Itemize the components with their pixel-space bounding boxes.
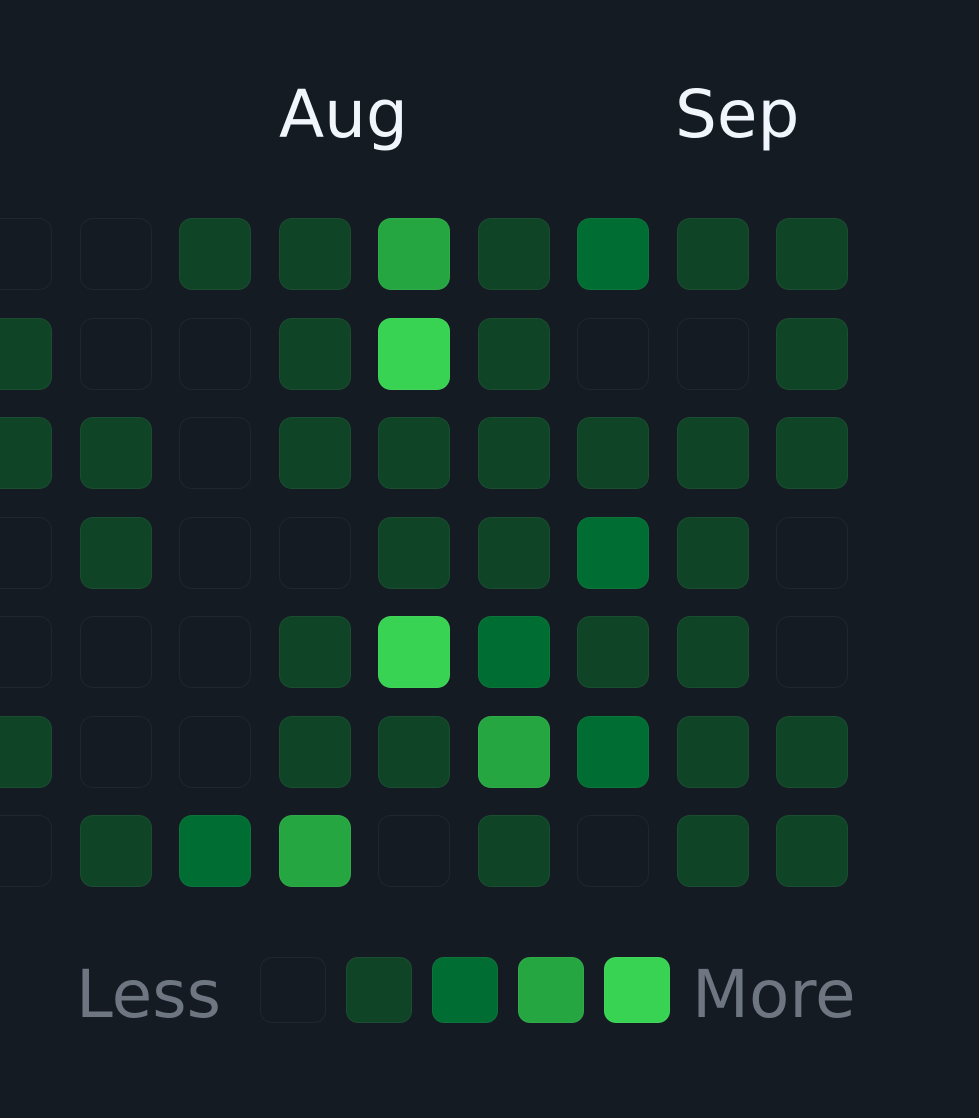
legend-swatch-level-2: [432, 957, 498, 1023]
contribution-cell[interactable]: [677, 318, 749, 390]
contribution-cell[interactable]: [279, 318, 351, 390]
month-label-sep: Sep: [675, 76, 800, 153]
contribution-cell[interactable]: [279, 417, 351, 489]
contribution-cell[interactable]: [677, 815, 749, 887]
contribution-cell[interactable]: [577, 218, 649, 290]
contribution-cell[interactable]: [776, 616, 848, 688]
legend-swatch-level-1: [346, 957, 412, 1023]
contribution-cell[interactable]: [80, 815, 152, 887]
contribution-cell[interactable]: [776, 218, 848, 290]
contribution-cell[interactable]: [179, 417, 251, 489]
contribution-cell[interactable]: [776, 815, 848, 887]
contribution-cell[interactable]: [80, 517, 152, 589]
contribution-cell[interactable]: [478, 616, 550, 688]
legend-swatch-level-3: [518, 957, 584, 1023]
contribution-cell[interactable]: [0, 417, 52, 489]
contribution-cell[interactable]: [279, 716, 351, 788]
contribution-cell[interactable]: [0, 815, 52, 887]
contribution-cell[interactable]: [478, 417, 550, 489]
contribution-cell[interactable]: [776, 517, 848, 589]
contribution-cell[interactable]: [776, 318, 848, 390]
contribution-cell[interactable]: [577, 417, 649, 489]
contribution-cell[interactable]: [577, 318, 649, 390]
contribution-cell[interactable]: [0, 716, 52, 788]
contribution-cell[interactable]: [80, 318, 152, 390]
legend-swatch-level-4: [604, 957, 670, 1023]
contribution-cell[interactable]: [179, 616, 251, 688]
contribution-cell[interactable]: [80, 218, 152, 290]
contribution-cell[interactable]: [80, 417, 152, 489]
contribution-cell[interactable]: [179, 716, 251, 788]
contribution-cell[interactable]: [279, 218, 351, 290]
contribution-cell[interactable]: [0, 318, 52, 390]
contribution-cell[interactable]: [378, 218, 450, 290]
contribution-grid: [0, 218, 848, 888]
contribution-cell[interactable]: [378, 716, 450, 788]
contribution-cell[interactable]: [179, 517, 251, 589]
contribution-cell[interactable]: [478, 318, 550, 390]
contribution-cell[interactable]: [279, 815, 351, 887]
contribution-cell[interactable]: [478, 716, 550, 788]
contribution-cell[interactable]: [776, 716, 848, 788]
contribution-cell[interactable]: [677, 716, 749, 788]
contribution-cell[interactable]: [677, 517, 749, 589]
contribution-cell[interactable]: [378, 318, 450, 390]
legend-swatch-level-0: [260, 957, 326, 1023]
contribution-cell[interactable]: [378, 517, 450, 589]
contribution-cell[interactable]: [0, 616, 52, 688]
contribution-cell[interactable]: [677, 218, 749, 290]
contribution-cell[interactable]: [179, 815, 251, 887]
contribution-cell[interactable]: [80, 616, 152, 688]
contribution-cell[interactable]: [378, 815, 450, 887]
contribution-cell[interactable]: [577, 716, 649, 788]
contribution-cell[interactable]: [0, 218, 52, 290]
contribution-cell[interactable]: [577, 517, 649, 589]
legend-less-label: Less: [76, 956, 221, 1033]
legend-more-label: More: [692, 956, 856, 1033]
contribution-cell[interactable]: [279, 517, 351, 589]
contribution-cell[interactable]: [179, 218, 251, 290]
contribution-cell[interactable]: [0, 517, 52, 589]
contribution-cell[interactable]: [478, 517, 550, 589]
contribution-cell[interactable]: [80, 716, 152, 788]
contribution-cell[interactable]: [179, 318, 251, 390]
contribution-cell[interactable]: [776, 417, 848, 489]
contribution-cell[interactable]: [478, 815, 550, 887]
contribution-cell[interactable]: [677, 417, 749, 489]
month-label-aug: Aug: [279, 76, 408, 153]
contribution-cell[interactable]: [279, 616, 351, 688]
contribution-cell[interactable]: [378, 417, 450, 489]
contribution-cell[interactable]: [577, 815, 649, 887]
contribution-cell[interactable]: [677, 616, 749, 688]
contribution-cell[interactable]: [577, 616, 649, 688]
contribution-cell[interactable]: [378, 616, 450, 688]
contribution-cell[interactable]: [478, 218, 550, 290]
